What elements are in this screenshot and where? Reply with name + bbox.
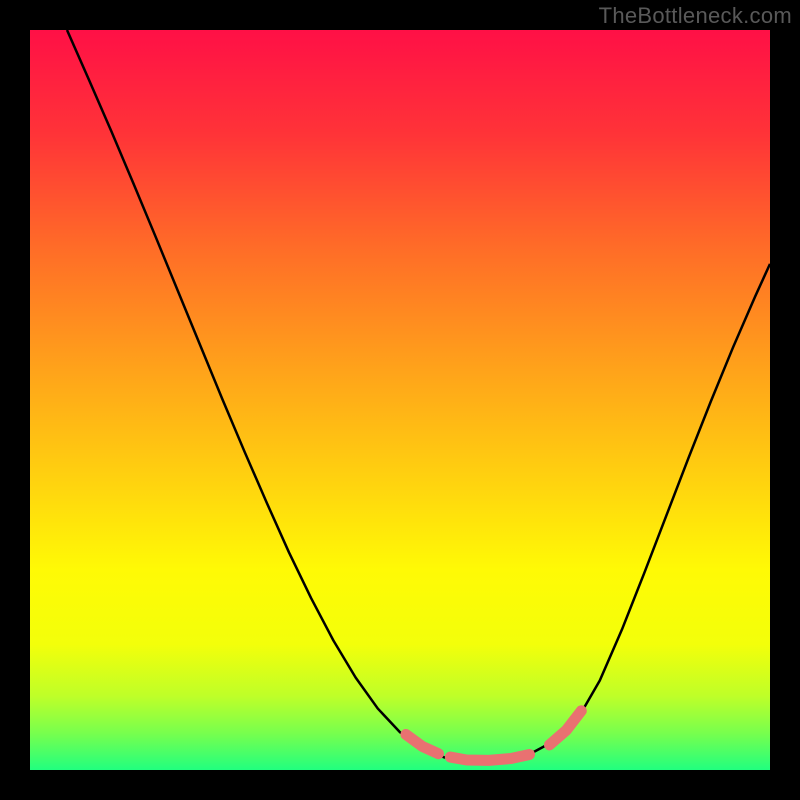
chart-svg — [30, 30, 770, 770]
highlight-segment-1 — [450, 754, 529, 760]
plot-area — [30, 30, 770, 770]
chart-background — [30, 30, 770, 770]
watermark-text: TheBottleneck.com — [599, 3, 792, 29]
page-root: TheBottleneck.com — [0, 0, 800, 800]
